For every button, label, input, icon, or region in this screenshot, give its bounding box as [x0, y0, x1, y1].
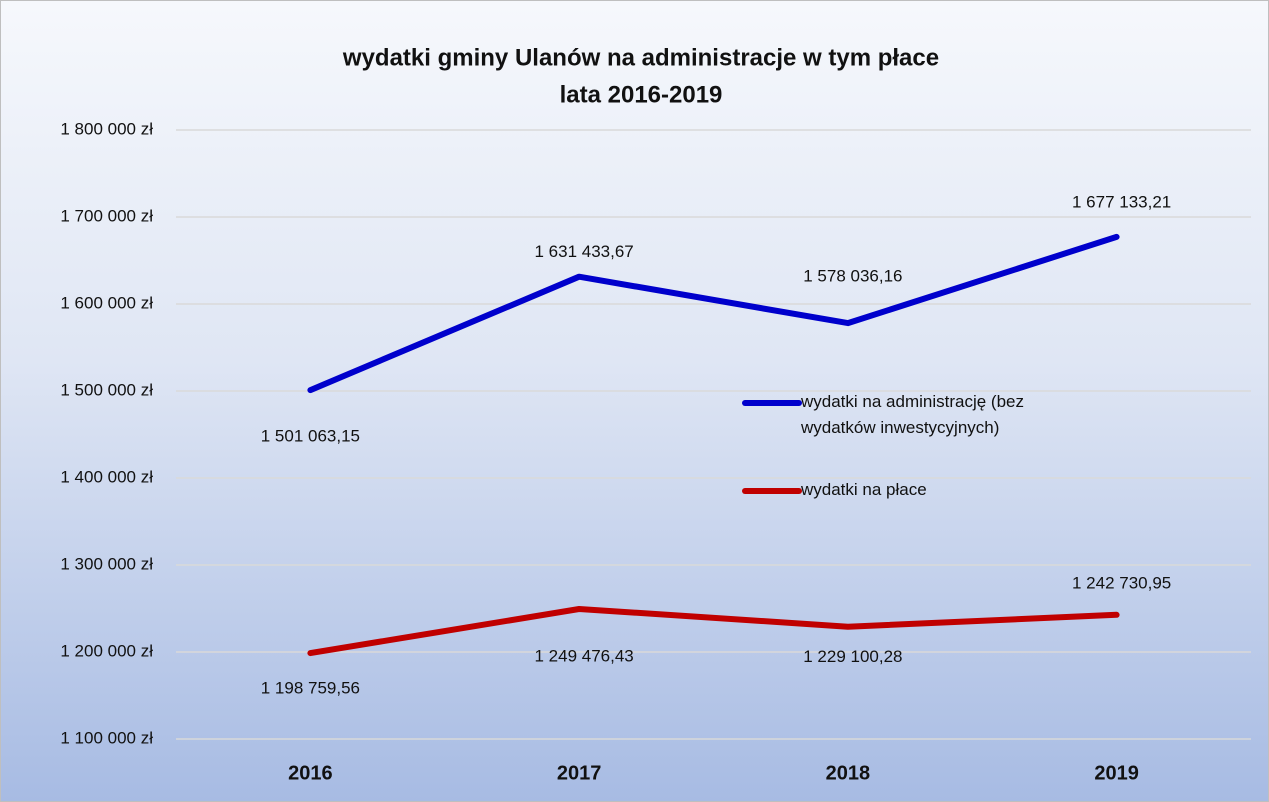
legend-label: wydatki na administrację (bez wydatków i… [801, 392, 1024, 437]
data-label: 1 229 100,28 [803, 647, 902, 666]
y-tick-label: 1 400 000 zł [60, 467, 153, 486]
data-label: 1 242 730,95 [1072, 573, 1171, 592]
x-tick-label: 2017 [557, 762, 602, 784]
y-tick-label: 1 700 000 zł [60, 206, 153, 225]
y-tick-label: 1 100 000 zł [60, 728, 153, 747]
series-line [307, 233, 1120, 394]
data-label: 1 501 063,15 [261, 427, 360, 446]
data-label: 1 578 036,16 [803, 267, 902, 286]
y-tick-label: 1 200 000 zł [60, 641, 153, 660]
y-tick-label: 1 600 000 zł [60, 293, 153, 312]
series-line [307, 606, 1120, 657]
data-label: 1 198 759,56 [261, 679, 360, 698]
x-tick-label: 2019 [1094, 762, 1139, 784]
chart-title: wydatki gminy Ulanów na administracje w … [342, 44, 939, 71]
legend-label: wydatki na płace [801, 480, 927, 499]
y-tick-label: 1 500 000 zł [60, 380, 153, 399]
x-tick-label: 2018 [826, 762, 871, 784]
data-label: 1 249 476,43 [534, 646, 633, 665]
chart-title: lata 2016-2019 [560, 81, 723, 108]
y-tick-label: 1 800 000 zł [60, 119, 153, 138]
data-label: 1 677 133,21 [1072, 192, 1171, 211]
y-tick-label: 1 300 000 zł [60, 554, 153, 573]
data-label: 1 631 433,67 [534, 242, 633, 261]
x-tick-label: 2016 [288, 762, 333, 784]
